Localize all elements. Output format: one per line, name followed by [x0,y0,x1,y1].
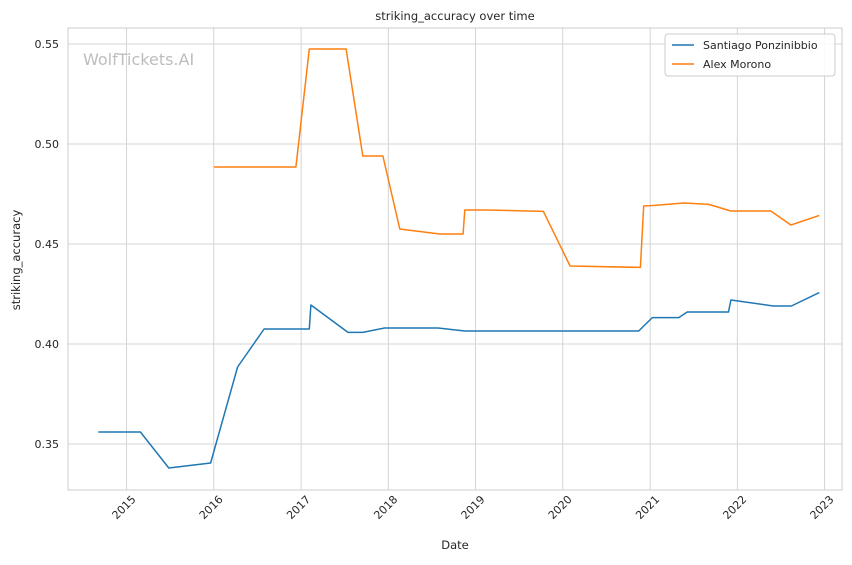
y-axis-label: striking_accuracy [9,210,23,311]
chart-title: striking_accuracy over time [375,9,534,23]
x-tick-label: 2019 [459,493,488,522]
legend-box [664,33,836,77]
x-axis-label: Date [441,538,469,552]
legend: Santiago Ponzinibbio Alex Morono [664,33,836,77]
y-tick-label: 0.40 [35,338,60,351]
x-tick-label: 2021 [633,493,662,522]
x-tick-label: 2015 [110,493,139,522]
x-tick-label: 2020 [546,493,575,522]
x-tick-label: 2018 [371,493,400,522]
legend-label-alex-morono: Alex Morono [703,58,771,71]
y-tick-label: 0.55 [35,38,60,51]
x-tick-label: 2016 [197,493,226,522]
series-layer [98,48,820,469]
plot-frame [67,27,843,491]
x-tick-label: 2023 [808,493,837,522]
x-axis-ticks: 2015 2016 2017 2018 2019 2020 2021 2022 2023 [110,493,837,522]
series-line-santiago-ponzinibbio [98,291,820,469]
y-tick-label: 0.35 [35,438,60,451]
y-tick-label: 0.50 [35,138,60,151]
legend-label-santiago-ponzinibbio: Santiago Ponzinibbio [703,39,818,52]
y-axis-ticks: 0.35 0.40 0.45 0.50 0.55 [35,38,60,451]
y-tick-label: 0.45 [35,238,60,251]
watermark: WolfTickets.AI [83,50,194,69]
x-tick-label: 2017 [284,493,313,522]
grid [68,28,842,490]
x-tick-label: 2022 [720,493,749,522]
series-line-alex-morono [214,48,820,269]
